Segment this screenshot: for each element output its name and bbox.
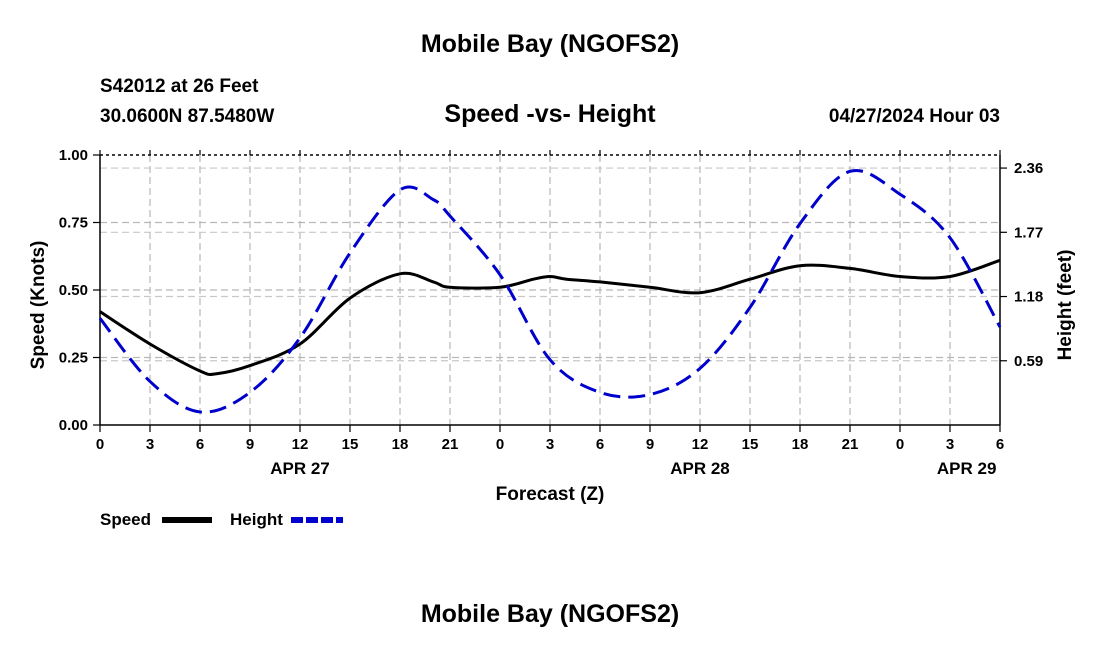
coordinates-label: 30.0600N 87.5480W <box>100 106 275 127</box>
y-left-tick-label: 0.50 <box>59 282 88 299</box>
legend-label-height: Height <box>230 510 283 529</box>
x-tick-label: 6 <box>996 436 1004 453</box>
footer-title: Mobile Bay (NGOFS2) <box>420 600 680 628</box>
x-tick-label: 9 <box>646 436 654 453</box>
x-tick-label: 0 <box>496 436 504 453</box>
x-tick-label: 0 <box>896 436 904 453</box>
x-tick-label: 15 <box>342 436 359 453</box>
series-line-height <box>98 168 1002 414</box>
date-label: APR 29 <box>937 459 997 478</box>
x-tick-label: 18 <box>392 436 409 453</box>
x-tick-label: 6 <box>596 436 604 453</box>
x-tick-label: 21 <box>842 436 859 453</box>
y-left-tick-label: 1.00 <box>59 147 88 164</box>
datetime-label: 04/27/2024 Hour 03 <box>828 106 1000 127</box>
y-right-tick-label: 0.59 <box>1014 353 1043 370</box>
y-left-axis-title: Speed (Knots) <box>28 241 49 370</box>
x-tick-label: 18 <box>792 436 809 453</box>
y-left-tick-label: 0.75 <box>59 215 88 232</box>
x-tick-label: 0 <box>96 436 104 453</box>
x-tick-label: 3 <box>546 436 554 453</box>
chart-subtitle: Speed -vs- Height <box>444 100 656 128</box>
x-tick-label: 9 <box>246 436 254 453</box>
y-left-tick-label: 0.00 <box>59 417 88 434</box>
y-left-tick-label: 0.25 <box>59 350 88 367</box>
y-right-tick-label: 2.36 <box>1014 160 1043 177</box>
x-tick-label: 15 <box>742 436 759 453</box>
date-label: APR 28 <box>670 459 730 478</box>
x-tick-label: 3 <box>946 436 954 453</box>
station-label: S42012 at 26 Feet <box>100 76 259 97</box>
date-label: APR 27 <box>270 459 330 478</box>
y-right-tick-label: 1.18 <box>1014 289 1043 306</box>
legend-label-speed: Speed <box>100 510 151 529</box>
series-line-speed <box>99 258 1001 377</box>
x-axis-title: Forecast (Z) <box>496 484 605 505</box>
x-tick-label: 3 <box>146 436 154 453</box>
x-tick-label: 12 <box>692 436 709 453</box>
y-right-tick-label: 1.77 <box>1014 224 1043 241</box>
x-tick-label: 21 <box>442 436 459 453</box>
y-right-axis-title: Height (feet) <box>1055 250 1076 361</box>
chart-title: Mobile Bay (NGOFS2) <box>420 30 680 58</box>
x-tick-label: 12 <box>292 436 309 453</box>
x-tick-label: 6 <box>196 436 204 453</box>
